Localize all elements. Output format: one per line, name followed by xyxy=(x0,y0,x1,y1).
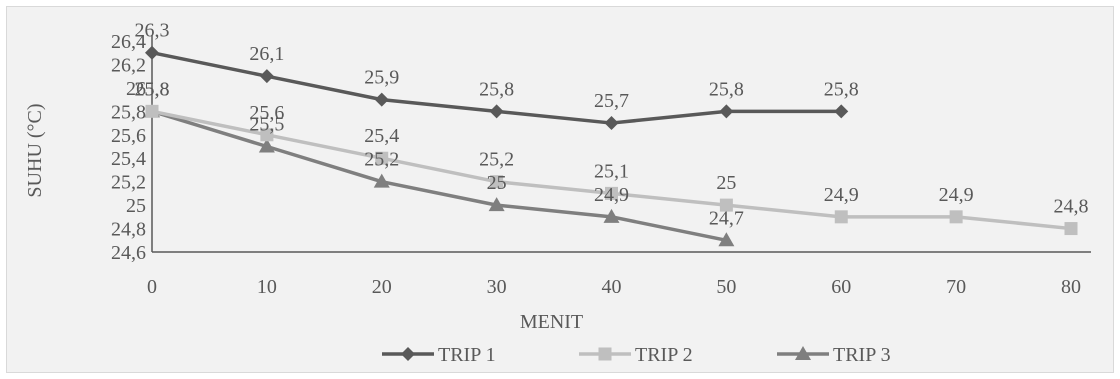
legend-marker-trip-1 xyxy=(401,347,415,361)
data-point-trip-3 xyxy=(488,197,505,212)
legend-label-trip-2: TRIP 2 xyxy=(635,344,693,366)
data-point-trip-2 xyxy=(145,104,159,118)
y-axis-title: SUHU (°C) xyxy=(24,103,46,197)
data-point-trip-2 xyxy=(260,128,274,142)
chart-area: 24,6 24,8 25 25,2 25,4 25,6 25,8 26 26,2 26,4 0 10 2… xyxy=(6,6,1114,373)
data-label-trip-1: 25,9 xyxy=(364,67,399,89)
data-label-trip-1: 25,7 xyxy=(594,90,629,112)
legend-marker-trip-2 xyxy=(598,347,612,361)
y-tick-label: 25,4 xyxy=(111,148,146,170)
series-line-trip-3 xyxy=(151,109,727,242)
data-point-trip-2 xyxy=(719,198,733,212)
data-label-trip-3: 25,5 xyxy=(249,114,284,136)
data-point-trip-2 xyxy=(605,186,618,200)
y-tick-label: 26,2 xyxy=(111,54,146,76)
data-point-trip-1 xyxy=(719,104,734,119)
x-tick-label: 30 xyxy=(487,276,507,298)
data-label-trip-2: 25 xyxy=(716,172,736,194)
data-point-trip-3 xyxy=(258,138,275,153)
data-label-trip-1: 25,8 xyxy=(479,78,514,100)
data-label-trip-3: 25,8 xyxy=(135,78,170,100)
data-label-trip-3: 24,7 xyxy=(709,207,744,229)
data-point-trip-1 xyxy=(259,69,274,84)
legend-item-trip-2: TRIP 2 xyxy=(579,344,693,366)
data-label-trip-2: 25,1 xyxy=(594,160,629,182)
x-tick-label: 40 xyxy=(602,276,622,298)
data-label-trip-2: 24,9 xyxy=(824,184,859,206)
y-tick-label: 25 xyxy=(126,195,146,217)
series-trip-2 xyxy=(145,104,1078,236)
data-label-trip-2: 24,8 xyxy=(1054,196,1089,218)
data-label-trip-2: 24,9 xyxy=(939,184,974,206)
series-layer xyxy=(144,45,1078,247)
data-point-trip-3 xyxy=(718,232,735,247)
data-label-trip-3: 25 xyxy=(487,172,507,194)
data-label-trip-2: 25,2 xyxy=(479,149,514,171)
data-point-trip-3 xyxy=(373,173,390,188)
data-label-trip-2: 25,6 xyxy=(249,102,284,124)
x-tick-label: 20 xyxy=(372,276,392,298)
legend-item-trip-3: TRIP 3 xyxy=(777,344,891,366)
y-tick-label: 26,4 xyxy=(111,31,146,53)
data-point-trip-2 xyxy=(375,151,389,165)
legend-label-trip-1: TRIP 1 xyxy=(438,344,496,366)
x-tick-label: 50 xyxy=(716,276,736,298)
x-axis-title: MENIT xyxy=(520,311,583,333)
y-tick-label: 24,8 xyxy=(111,219,146,241)
x-tick-label: 70 xyxy=(946,276,966,298)
y-tick-label: 24,6 xyxy=(111,242,146,264)
legend-label-trip-3: TRIP 3 xyxy=(833,344,891,366)
x-tick-label: 80 xyxy=(1061,276,1081,298)
legend-item-trip-1: TRIP 1 xyxy=(382,344,496,366)
data-point-trip-3 xyxy=(603,208,620,223)
data-label-trip-1: 25,8 xyxy=(824,78,859,100)
y-tick-label: 25,8 xyxy=(111,101,146,123)
series-trip-3 xyxy=(144,103,735,247)
data-point-trip-2 xyxy=(490,175,504,189)
data-label-trip-1: 26,1 xyxy=(249,43,284,65)
data-point-trip-2 xyxy=(1064,222,1078,236)
data-point-trip-1 xyxy=(834,104,849,119)
y-tick-label: 26 xyxy=(126,78,146,100)
x-tick-label: 0 xyxy=(147,276,157,298)
data-point-trip-1 xyxy=(145,45,159,60)
data-point-trip-1 xyxy=(604,116,619,131)
data-label-trip-3: 25,2 xyxy=(364,149,399,171)
data-label-trip-2: 25,8 xyxy=(135,78,170,100)
x-tick-label: 60 xyxy=(831,276,851,298)
data-point-trip-2 xyxy=(949,210,963,224)
y-tick-label: 25,2 xyxy=(111,172,146,194)
data-label-trip-2: 25,4 xyxy=(364,125,399,147)
data-point-trip-1 xyxy=(374,92,389,107)
legend: TRIP 1 TRIP 2 TRIP 3 xyxy=(382,344,891,366)
data-point-trip-2 xyxy=(834,210,848,224)
data-label-trip-1: 25,8 xyxy=(709,78,744,100)
series-trip-1 xyxy=(145,45,849,131)
data-label-trip-1: 26,3 xyxy=(135,20,170,42)
data-label-layer: 26,3 26,1 25,9 25,8 25,7 25,8 25,8 25,8 25,6 25,4… xyxy=(135,20,1089,230)
x-tick-label: 10 xyxy=(257,276,277,298)
y-tick-label: 25,6 xyxy=(111,125,146,147)
legend-marker-trip-3 xyxy=(795,346,811,360)
data-label-trip-3: 24,9 xyxy=(594,184,629,206)
data-point-trip-1 xyxy=(489,104,504,119)
